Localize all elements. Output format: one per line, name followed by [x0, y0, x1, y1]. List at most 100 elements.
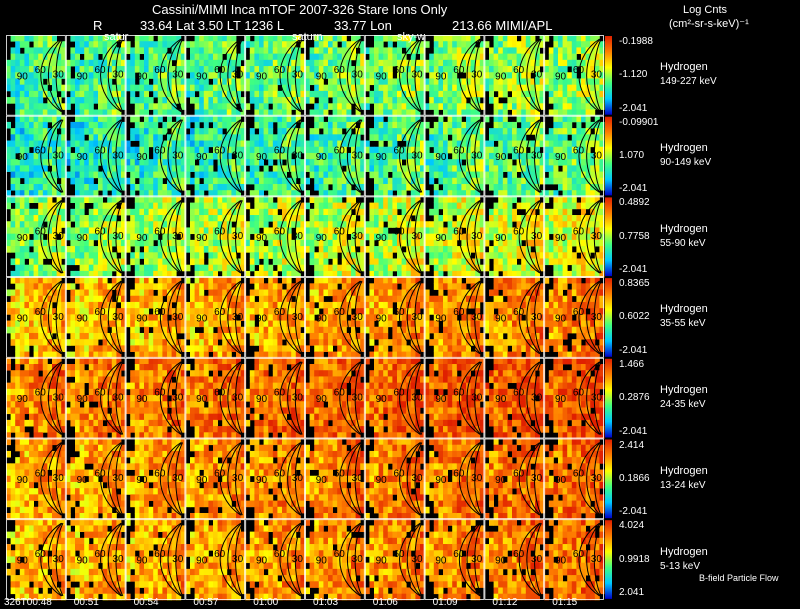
heatmap-cell — [190, 47, 195, 55]
heatmap-cell — [571, 128, 577, 135]
heatmap-cell — [70, 283, 76, 290]
heatmap-cell — [176, 90, 182, 98]
frame-border — [65, 196, 126, 277]
heatmap-cell — [52, 78, 57, 86]
heatmap-cell — [318, 208, 324, 216]
heatmap-cell — [355, 190, 361, 197]
contour-label: 90 — [495, 71, 507, 82]
heatmap-cell — [93, 183, 99, 191]
heatmap-cell — [286, 177, 292, 185]
heatmap-cell — [144, 215, 149, 222]
heatmap-cell — [240, 165, 246, 172]
heatmap-cell — [162, 196, 168, 204]
heatmap-cell — [93, 208, 99, 216]
heatmap-cell — [259, 152, 264, 160]
heatmap-cell — [180, 134, 186, 141]
heatmap-cell — [498, 103, 504, 110]
heatmap-cell — [93, 221, 99, 228]
heatmap-cell — [420, 183, 425, 191]
heatmap-cell — [406, 146, 412, 154]
heatmap-cell — [387, 208, 393, 216]
heatmap-cell — [364, 47, 370, 55]
heatmap-cell — [222, 246, 228, 253]
heatmap-cell — [544, 152, 550, 160]
heatmap-cell — [530, 152, 536, 160]
heatmap-cell — [461, 128, 467, 135]
contour-arc — [406, 200, 422, 274]
contour-arc — [40, 199, 62, 274]
heatmap-cell — [263, 202, 269, 210]
heatmap-cell — [111, 165, 117, 172]
heatmap-cell — [314, 146, 320, 154]
heatmap-cell — [102, 221, 108, 228]
heatmap-cell — [6, 97, 11, 104]
heatmap-cell — [79, 35, 85, 42]
heatmap-cell — [134, 66, 140, 73]
heatmap-cell — [111, 326, 117, 334]
heatmap-cell — [548, 239, 554, 247]
heatmap-cell — [475, 134, 481, 141]
heatmap-cell — [56, 109, 62, 117]
heatmap-cell — [535, 115, 540, 123]
heatmap-cell — [52, 190, 57, 197]
heatmap-cell — [208, 97, 214, 104]
heatmap-cell — [318, 115, 324, 123]
heatmap-cell — [29, 121, 34, 129]
heatmap-cell — [107, 289, 113, 297]
heatmap-cell — [79, 277, 85, 284]
heatmap-cell — [539, 264, 545, 272]
heatmap-cell — [102, 301, 108, 309]
heatmap-cell — [539, 239, 545, 247]
heatmap-cell — [79, 159, 85, 166]
heatmap-cell — [24, 47, 30, 55]
heatmap-cell — [512, 227, 517, 235]
heatmap-cell — [452, 165, 458, 172]
heatmap-cell — [466, 109, 471, 117]
heatmap-cell — [272, 190, 278, 197]
heatmap-cell — [475, 221, 481, 228]
heatmap-cell — [24, 152, 30, 160]
heatmap-cell — [130, 165, 136, 172]
heatmap-cell — [38, 264, 44, 272]
heatmap-cell — [268, 183, 274, 191]
heatmap-cell — [272, 208, 278, 216]
heatmap-cell — [594, 53, 600, 61]
heatmap-cell — [553, 246, 559, 253]
heatmap-cell — [213, 215, 218, 222]
heatmap-cell — [291, 90, 297, 98]
heatmap-cell — [88, 326, 94, 334]
heatmap-cell — [134, 239, 140, 247]
heatmap-cell — [282, 208, 287, 216]
heatmap-cell — [337, 53, 343, 61]
heatmap-cell — [203, 128, 209, 135]
heatmap-cell — [525, 152, 531, 160]
heatmap-cell — [470, 165, 476, 172]
heatmap-cell — [121, 215, 126, 222]
heatmap-cell — [383, 97, 389, 104]
contour-arc — [40, 119, 62, 193]
heatmap-cell — [144, 233, 149, 241]
heatmap-cell — [162, 227, 168, 235]
heatmap-cell — [387, 121, 393, 129]
heatmap-cell — [180, 53, 186, 61]
heatmap-cell — [484, 72, 490, 79]
heatmap-cell — [33, 308, 39, 315]
heatmap-cell — [33, 128, 39, 135]
contour-arc — [406, 38, 422, 113]
heatmap-cell — [93, 227, 99, 235]
heatmap-cell — [10, 146, 16, 154]
heatmap-cell — [360, 171, 366, 179]
heatmap-cell — [88, 295, 94, 303]
heatmap-cell — [369, 171, 375, 179]
heatmap-cell — [328, 115, 333, 123]
heatmap-cell — [300, 84, 306, 92]
heatmap-cell — [208, 208, 214, 216]
contour-label: 90 — [435, 71, 447, 82]
heatmap-cell — [75, 246, 80, 253]
heatmap-cell — [199, 190, 205, 197]
heatmap-cell — [300, 202, 306, 210]
heatmap-cell — [576, 35, 582, 42]
heatmap-cell — [410, 159, 416, 166]
heatmap-cell — [213, 66, 218, 73]
heatmap-cell — [47, 239, 53, 247]
